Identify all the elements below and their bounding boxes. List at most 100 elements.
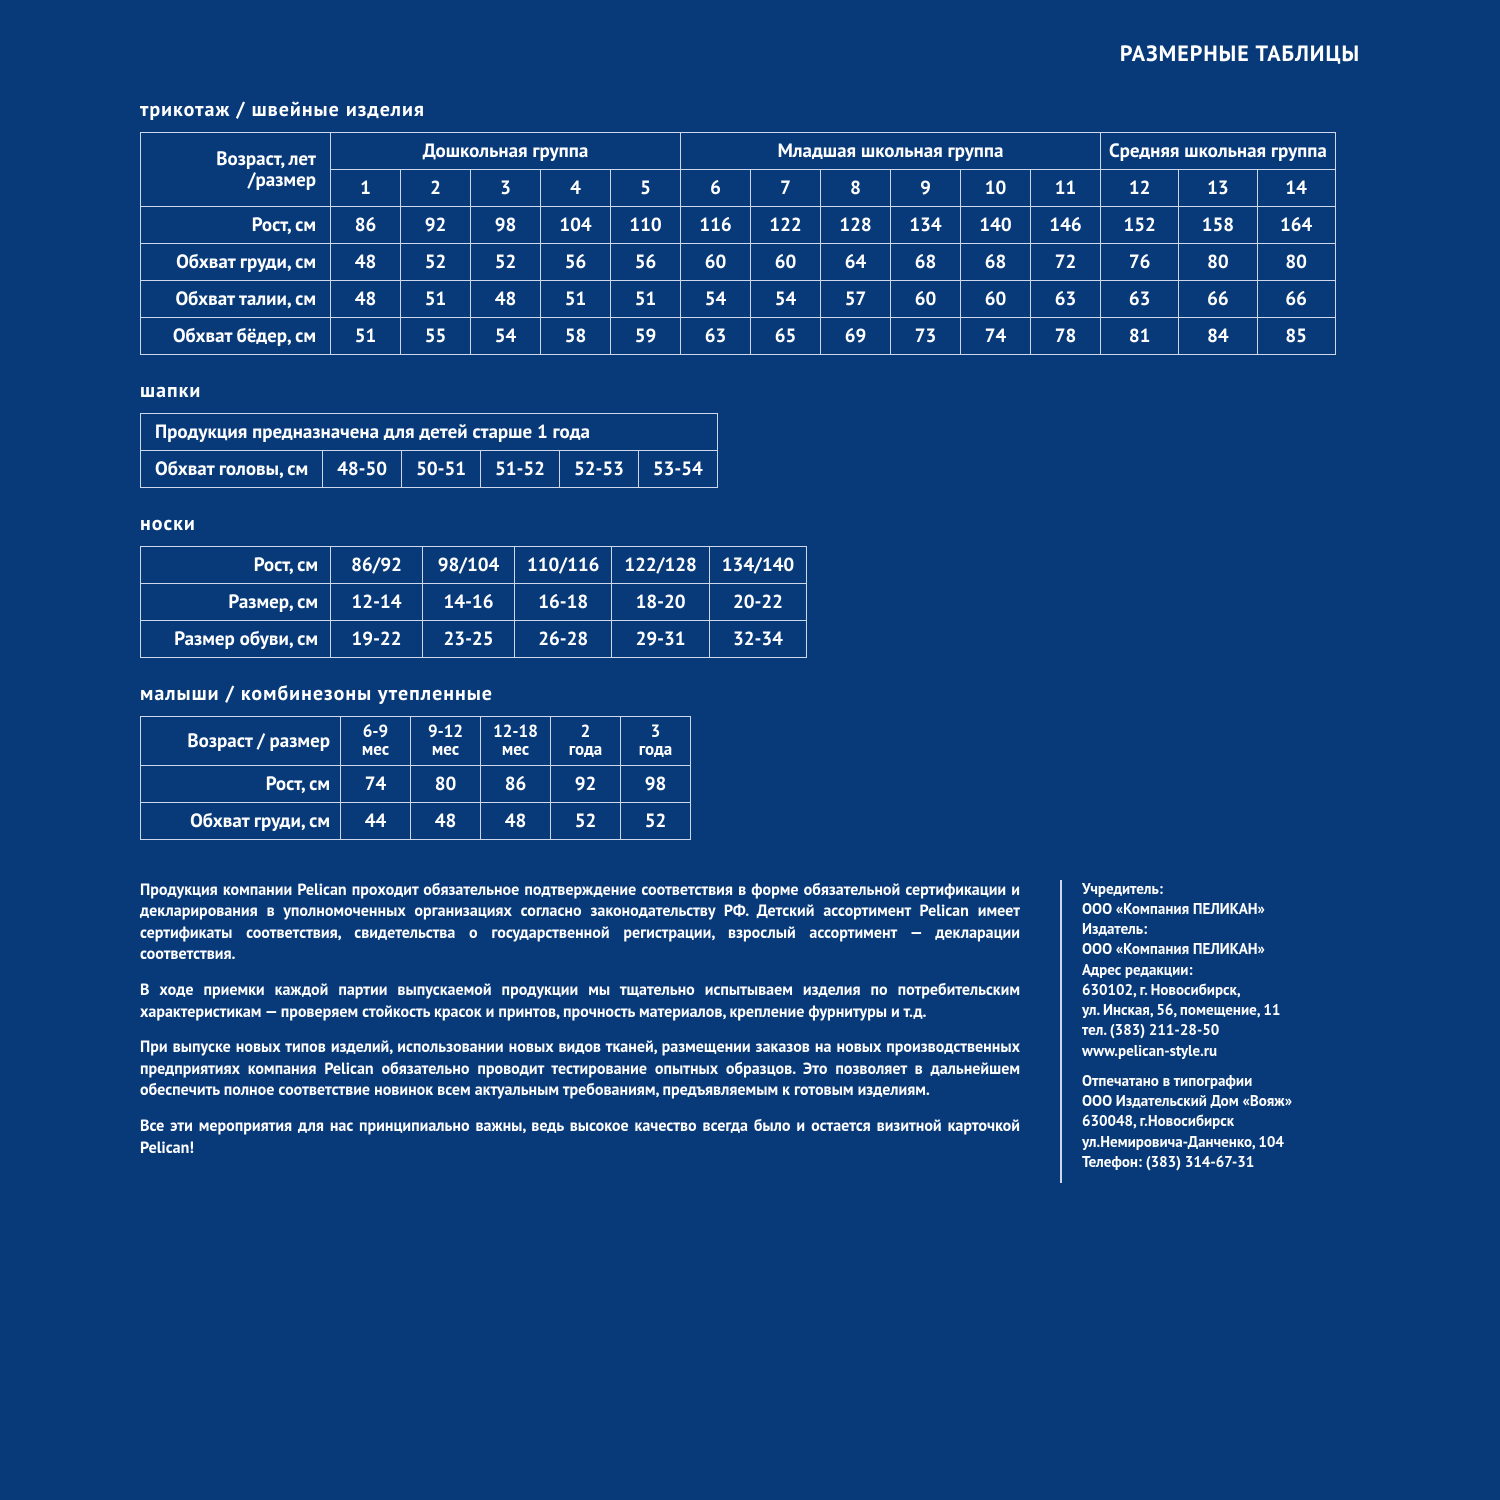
t1-cell-2-5: 54 [681,281,751,318]
footer-left: Продукция компании Pelican проходит обяз… [140,880,1020,1184]
t1-cell-2-4: 51 [611,281,681,318]
t1-size-13: 14 [1257,170,1335,207]
t1-cell-3-10: 78 [1031,318,1101,355]
t4-size-3: 2года [551,717,621,766]
t1-size-2: 3 [471,170,541,207]
t1-size-11: 12 [1101,170,1179,207]
t2-cell-0: 48-50 [323,451,402,488]
t1-cell-1-8: 68 [891,244,961,281]
t1-cell-1-10: 72 [1031,244,1101,281]
t1-cell-2-1: 51 [401,281,471,318]
t3-cell-0-4: 134/140 [709,547,806,584]
t1-rowlabel-2: Обхват талии, см [141,281,331,318]
t2-cell-4: 53-54 [638,451,717,488]
section4-title: малыши / Комбинезоны утепленные [140,680,1360,706]
t1-cell-3-1: 55 [401,318,471,355]
t1-cell-2-8: 60 [891,281,961,318]
t1-cell-3-4: 59 [611,318,681,355]
t1-group-0: Дошкольная группа [331,133,681,170]
t3-cell-2-0: 19-22 [331,621,423,658]
t1-size-5: 6 [681,170,751,207]
t1-size-4: 5 [611,170,681,207]
t1-cell-2-3: 51 [541,281,611,318]
t1-size-6: 7 [751,170,821,207]
t4-cell-0-3: 92 [551,765,621,802]
t1-cell-0-6: 122 [751,207,821,244]
t1-cell-0-13: 164 [1257,207,1335,244]
t1-cell-2-2: 48 [471,281,541,318]
t1-cell-2-6: 54 [751,281,821,318]
t1-cell-0-3: 104 [541,207,611,244]
page-title: РАЗМЕРНЫЕ ТАБЛИЦЫ [140,40,1360,68]
t1-cell-0-0: 86 [331,207,401,244]
t4-cell-1-1: 48 [411,802,481,839]
t1-size-0: 1 [331,170,401,207]
t3-cell-2-3: 29-31 [612,621,709,658]
t1-age-header: Возраст, лет/размер [141,133,331,207]
t1-cell-3-8: 73 [891,318,961,355]
t4-cell-0-1: 80 [411,765,481,802]
t1-cell-3-0: 51 [331,318,401,355]
t1-cell-1-13: 80 [1257,244,1335,281]
t1-cell-1-11: 76 [1101,244,1179,281]
t4-cell-1-4: 52 [621,802,691,839]
t3-cell-0-2: 110/116 [515,547,612,584]
table-knitwear: Возраст, лет/размерДошкольная группаМлад… [140,132,1336,355]
t1-cell-0-9: 140 [961,207,1031,244]
t1-rowlabel-1: Обхват груди, см [141,244,331,281]
t1-cell-0-7: 128 [821,207,891,244]
t4-rowlabel-0: Рост, см [141,765,341,802]
t1-rowlabel-0: Рост, см [141,207,331,244]
t1-cell-3-7: 69 [821,318,891,355]
t4-cell-0-4: 98 [621,765,691,802]
t3-cell-0-1: 98/104 [423,547,515,584]
footer: Продукция компании Pelican проходит обяз… [140,880,1360,1184]
t1-cell-1-12: 80 [1179,244,1257,281]
t1-cell-2-9: 60 [961,281,1031,318]
t1-cell-0-5: 116 [681,207,751,244]
table-hats: Продукция предназначена для детей старше… [140,413,718,488]
t1-cell-3-9: 74 [961,318,1031,355]
t1-size-10: 11 [1031,170,1101,207]
t1-cell-1-3: 56 [541,244,611,281]
t1-cell-2-7: 57 [821,281,891,318]
t3-cell-1-2: 16-18 [515,584,612,621]
t1-cell-1-6: 60 [751,244,821,281]
t3-cell-1-0: 12-14 [331,584,423,621]
t2-cell-1: 50-51 [402,451,481,488]
t1-cell-2-12: 66 [1179,281,1257,318]
t1-cell-0-4: 110 [611,207,681,244]
t4-size-2: 12-18мес [481,717,551,766]
t1-cell-3-2: 54 [471,318,541,355]
t3-cell-1-4: 20-22 [709,584,806,621]
t1-cell-3-3: 58 [541,318,611,355]
t1-cell-3-12: 84 [1179,318,1257,355]
t4-cell-1-3: 52 [551,802,621,839]
t1-cell-2-13: 66 [1257,281,1335,318]
t1-cell-0-11: 152 [1101,207,1179,244]
t2-cell-3: 52-53 [559,451,638,488]
t3-rowlabel-2: Размер обуви, см [141,621,331,658]
footer-right: Учредитель:ООО «Компания ПЕЛИКАН»Издател… [1060,880,1360,1184]
t4-age-header: Возраст / размер [141,717,341,766]
t1-cell-2-0: 48 [331,281,401,318]
t1-cell-0-12: 158 [1179,207,1257,244]
t4-cell-0-2: 86 [481,765,551,802]
t1-cell-1-0: 48 [331,244,401,281]
footer-left-p-1: В ходе приемки каждой партии выпускаемой… [140,980,1020,1023]
t3-cell-2-1: 23-25 [423,621,515,658]
t4-size-4: 3года [621,717,691,766]
t1-cell-2-11: 63 [1101,281,1179,318]
t1-cell-0-8: 134 [891,207,961,244]
table-toddlers: Возраст / размер6-9мес9-12мес12-18мес2го… [140,716,691,840]
t4-rowlabel-1: Обхват груди, см [141,802,341,839]
section3-title: носки [140,510,1360,536]
t1-cell-1-2: 52 [471,244,541,281]
t3-rowlabel-1: Размер, см [141,584,331,621]
section1-title: трикотаж / швейные изделия [140,96,1360,122]
t2-rowlabel: Обхват головы, см [141,451,323,488]
section2-title: шапки [140,377,1360,403]
t2-cell-2: 51-52 [481,451,560,488]
t1-size-8: 9 [891,170,961,207]
t1-cell-1-4: 56 [611,244,681,281]
